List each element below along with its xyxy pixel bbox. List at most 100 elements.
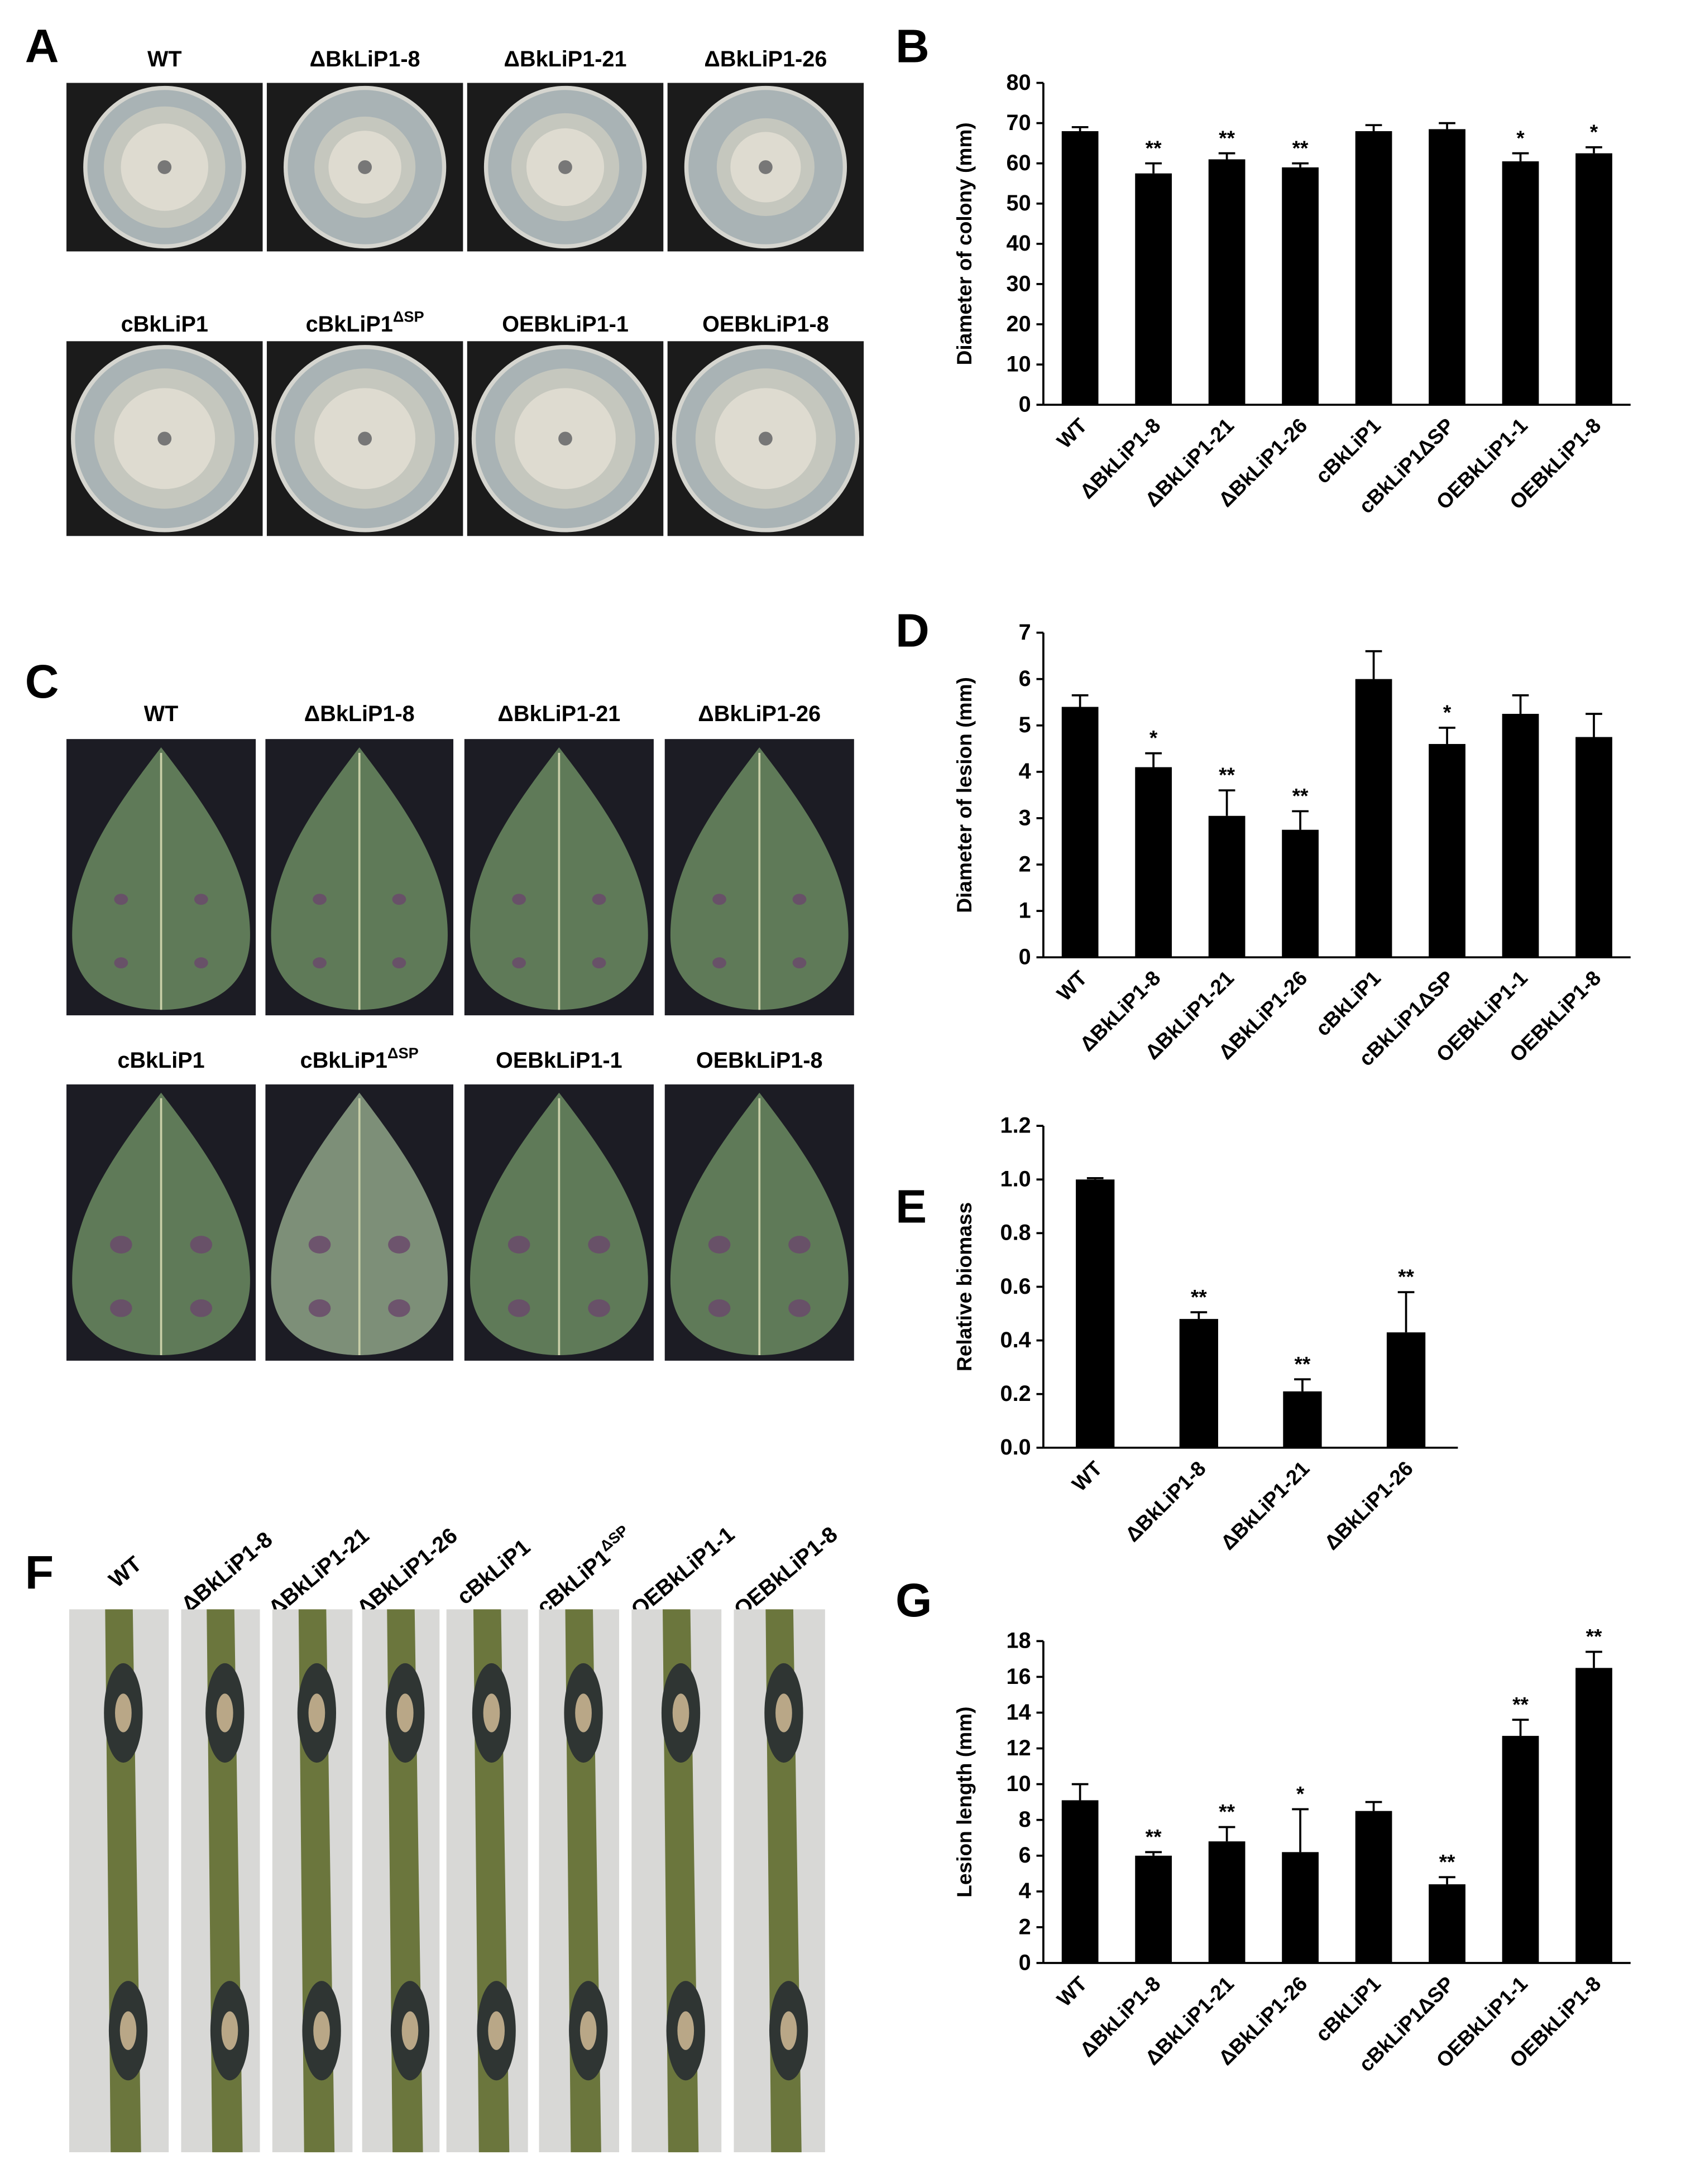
label-base: cBkLiP1 xyxy=(306,312,393,337)
panel-letter: G xyxy=(895,1574,932,1626)
significance: ** xyxy=(1219,763,1235,786)
lesion xyxy=(308,1236,331,1254)
lesion xyxy=(190,1236,213,1254)
lesion xyxy=(507,1299,530,1317)
lesion xyxy=(788,1236,811,1254)
y-tick-label: 0.0 xyxy=(1000,1435,1031,1460)
y-tick-label: 10 xyxy=(1007,352,1031,376)
lesion xyxy=(392,894,406,905)
lesion xyxy=(388,1299,410,1317)
x-tick-label: ΔBkLiP1-8 xyxy=(1120,1456,1210,1546)
lesion xyxy=(588,1299,610,1317)
lesion xyxy=(194,894,208,905)
panel-letter: A xyxy=(25,20,59,72)
y-tick-label: 4 xyxy=(1019,759,1031,784)
y-tick-label: 3 xyxy=(1019,805,1031,830)
y-tick-label: 7 xyxy=(1019,620,1031,645)
significance: ** xyxy=(1294,1352,1310,1375)
photo-label: ΔBkLiP1-26 xyxy=(704,47,827,71)
significance: * xyxy=(1296,1782,1305,1806)
lesion xyxy=(792,894,807,905)
y-tick-label: 10 xyxy=(1007,1772,1031,1796)
y-tick-label: 14 xyxy=(1007,1700,1031,1725)
photo-label: cBkLiP1 xyxy=(117,1048,204,1073)
bar xyxy=(1282,829,1319,958)
bar xyxy=(1355,679,1392,958)
wound xyxy=(488,2011,505,2050)
panel-letter: F xyxy=(25,1546,54,1599)
x-tick-label: ΔBkLiP1-26 xyxy=(1320,1456,1417,1554)
bar xyxy=(1135,1855,1172,1963)
wound xyxy=(483,1693,500,1732)
significance: * xyxy=(1149,726,1158,750)
y-tick-label: 6 xyxy=(1019,666,1031,691)
lesion xyxy=(708,1236,731,1254)
significance: ** xyxy=(1146,1825,1162,1849)
y-tick-label: 80 xyxy=(1007,70,1031,95)
significance: ** xyxy=(1219,126,1235,150)
lesion xyxy=(507,1236,530,1254)
photo-label: ΔBkLiP1-8 xyxy=(304,702,415,726)
panel-letter: C xyxy=(25,655,59,708)
inoculum xyxy=(558,431,572,446)
lesion xyxy=(792,957,807,968)
lesion xyxy=(588,1236,610,1254)
y-tick-label: 6 xyxy=(1019,1843,1031,1868)
lesion xyxy=(313,957,327,968)
photo-label: WT xyxy=(147,47,182,71)
wound xyxy=(575,1693,592,1732)
bar xyxy=(1208,815,1246,958)
photo-label: cBkLiP1 xyxy=(121,312,208,337)
y-tick-label: 60 xyxy=(1007,151,1031,175)
label-sup: ΔSP xyxy=(387,1044,419,1062)
y-tick-label: 4 xyxy=(1019,1879,1031,1903)
y-tick-label: 2 xyxy=(1019,1914,1031,1939)
lesion xyxy=(788,1299,811,1317)
lesion xyxy=(512,894,526,905)
y-tick-label: 0 xyxy=(1019,392,1031,417)
significance: * xyxy=(1516,126,1525,150)
lesion xyxy=(712,894,726,905)
bar xyxy=(1386,1332,1426,1448)
inoculum xyxy=(558,160,572,174)
x-tick-label: cBkLiP1 xyxy=(1311,966,1385,1040)
label-base: cBkLiP1 xyxy=(300,1048,387,1073)
y-tick-label: 8 xyxy=(1019,1807,1031,1832)
label-base: cBkLiP1 xyxy=(532,1544,615,1619)
significance: ** xyxy=(1586,1625,1602,1648)
lesion xyxy=(194,957,208,968)
y-tick-label: 0.8 xyxy=(1000,1221,1031,1245)
photo-label: OEBkLiP1-1 xyxy=(626,1522,739,1622)
lesion xyxy=(110,1299,132,1317)
inoculum xyxy=(358,431,372,446)
photo-label: cBkLiP1 xyxy=(452,1534,535,1609)
bar xyxy=(1502,161,1539,405)
wound xyxy=(221,2011,238,2050)
x-tick-label: WT xyxy=(1052,1971,1092,2011)
photo-label: OEBkLiP1-1 xyxy=(502,312,629,337)
bar xyxy=(1208,1841,1246,1963)
y-tick-label: 0.2 xyxy=(1000,1381,1031,1406)
bar xyxy=(1429,129,1465,405)
significance: * xyxy=(1590,120,1598,143)
lesion xyxy=(592,957,606,968)
y-tick-label: 70 xyxy=(1007,111,1031,135)
lesion xyxy=(388,1236,410,1254)
x-tick-label: cBkLiP1 xyxy=(1311,414,1385,488)
lesion xyxy=(592,894,606,905)
bar xyxy=(1282,1852,1319,1963)
label-sup: ΔSP xyxy=(393,308,424,325)
y-tick-label: 30 xyxy=(1007,271,1031,296)
bar xyxy=(1429,743,1465,958)
bar xyxy=(1575,737,1612,958)
bar xyxy=(1429,1884,1465,1963)
x-tick-label: ΔBkLiP1-21 xyxy=(1216,1456,1314,1554)
lesion xyxy=(308,1299,331,1317)
wound xyxy=(308,1693,325,1732)
y-tick-label: 1 xyxy=(1019,898,1031,923)
y-tick-label: 20 xyxy=(1007,311,1031,336)
photo-label: cBkLiP1ΔSP xyxy=(300,1044,419,1073)
photo-label: cBkLiP1ΔSP xyxy=(306,308,424,337)
